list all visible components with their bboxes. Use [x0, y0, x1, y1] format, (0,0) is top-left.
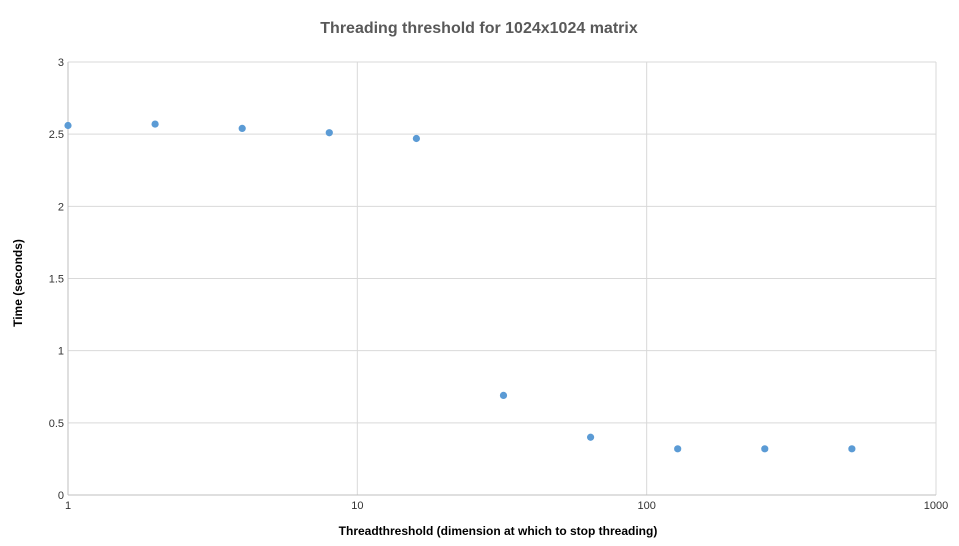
data-point [499, 391, 508, 400]
x-tick-label: 1 [65, 500, 71, 512]
y-tick-label: 2.5 [49, 129, 64, 141]
y-tick-label: 1.5 [49, 274, 64, 286]
x-tick-label: 1000 [924, 500, 948, 512]
y-tick-label: 2 [58, 201, 64, 213]
data-point [586, 433, 595, 441]
x-tick-label: 10 [351, 500, 363, 512]
data-point [64, 121, 72, 130]
data-point [848, 445, 856, 453]
data-point [412, 134, 420, 143]
y-tick-label: 1 [58, 346, 64, 358]
axes [67, 62, 936, 496]
y-tick-label: 3 [58, 57, 64, 69]
y-axis-label: Time (seconds) [11, 239, 25, 327]
data-point [151, 120, 159, 128]
chart-title: Threading threshold for 1024x1024 matrix [320, 20, 638, 37]
gridlines [68, 61, 937, 495]
y-tick-label: 0.5 [49, 418, 64, 430]
data-points [64, 120, 856, 453]
tick-labels: 0 0.5 1 1.5 2 2.5 3 1 10 100 1000 [49, 57, 949, 512]
x-tick-label: 100 [637, 500, 655, 512]
data-point [238, 124, 246, 132]
data-point [761, 445, 769, 453]
data-point [325, 129, 333, 137]
data-point [674, 445, 682, 453]
x-axis-label: Threadthreshold (dimension at which to s… [339, 524, 658, 538]
y-tick-label: 0 [58, 490, 64, 502]
